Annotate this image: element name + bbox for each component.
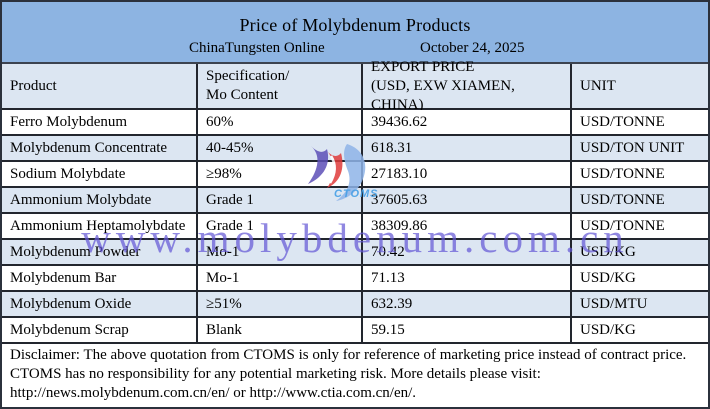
cell-unit: USD/TONNE	[572, 214, 708, 240]
table-row: Molybdenum Bar Mo-1 71.13 USD/KG	[2, 266, 708, 292]
cell-price: 59.15	[363, 318, 572, 344]
cell-product: Molybdenum Scrap	[2, 318, 198, 344]
cell-spec: ≥51%	[198, 292, 363, 318]
cell-price: 37605.63	[363, 188, 572, 214]
table-row: Molybdenum Scrap Blank 59.15 USD/KG	[2, 318, 708, 344]
table-row: Ferro Molybdenum 60% 39436.62 USD/TONNE	[2, 110, 708, 136]
table-row: Ammonium Heptamolybdate Grade 1 38309.86…	[2, 214, 708, 240]
date-label: October 24, 2025	[420, 40, 525, 56]
cell-price: 71.13	[363, 266, 572, 292]
cell-price: 27183.10	[363, 162, 572, 188]
cell-price: 39436.62	[363, 110, 572, 136]
col-header-unit: UNIT	[572, 64, 708, 110]
cell-product: Molybdenum Oxide	[2, 292, 198, 318]
cell-price: 632.39	[363, 292, 572, 318]
cell-spec: Mo-1	[198, 266, 363, 292]
table-row: Molybdenum Powder Mo-1 70.42 USD/KG	[2, 240, 708, 266]
table-row: Ammonium Molybdate Grade 1 37605.63 USD/…	[2, 188, 708, 214]
cell-product: Ammonium Heptamolybdate	[2, 214, 198, 240]
cell-product: Molybdenum Concentrate	[2, 136, 198, 162]
page-title: Price of Molybdenum Products	[239, 15, 471, 35]
cell-unit: USD/MTU	[572, 292, 708, 318]
table-row: Molybdenum Oxide ≥51% 632.39 USD/MTU	[2, 292, 708, 318]
cell-product: Molybdenum Powder	[2, 240, 198, 266]
cell-price: 618.31	[363, 136, 572, 162]
cell-product: Molybdenum Bar	[2, 266, 198, 292]
cell-spec: 40-45%	[198, 136, 363, 162]
cell-unit: USD/TONNE	[572, 162, 708, 188]
cell-spec: Grade 1	[198, 188, 363, 214]
title-band: Price of Molybdenum Products ChinaTungst…	[2, 2, 708, 64]
cell-unit: USD/KG	[572, 318, 708, 344]
cell-spec: ≥98%	[198, 162, 363, 188]
cell-price: 70.42	[363, 240, 572, 266]
subtitle-row: ChinaTungsten Online October 24, 2025	[2, 36, 708, 62]
table-row: Molybdenum Concentrate 40-45% 618.31 USD…	[2, 136, 708, 162]
cell-spec: 60%	[198, 110, 363, 136]
col-header-product: Product	[2, 64, 198, 110]
source-label: ChinaTungsten Online	[189, 40, 325, 56]
cell-spec: Mo-1	[198, 240, 363, 266]
cell-unit: USD/KG	[572, 266, 708, 292]
col-header-export-price: EXPORT PRICE (USD, EXW XIAMEN, CHINA)	[363, 59, 572, 113]
cell-unit: USD/KG	[572, 240, 708, 266]
cell-product: Ammonium Molybdate	[2, 188, 198, 214]
col-header-specification: Specification/ Mo Content	[198, 64, 363, 110]
table-header-row: Product Specification/ Mo Content EXPORT…	[2, 59, 708, 113]
cell-unit: USD/TONNE	[572, 110, 708, 136]
cell-product: Sodium Molybdate	[2, 162, 198, 188]
cell-unit: USD/TONNE	[572, 188, 708, 214]
cell-price: 38309.86	[363, 214, 572, 240]
disclaimer-text: Disclaimer: The above quotation from CTO…	[2, 344, 708, 405]
cell-spec: Blank	[198, 318, 363, 344]
table-row: Sodium Molybdate ≥98% 27183.10 USD/TONNE	[2, 162, 708, 188]
cell-product: Ferro Molybdenum	[2, 110, 198, 136]
cell-spec: Grade 1	[198, 214, 363, 240]
cell-unit: USD/TON UNIT	[572, 136, 708, 162]
